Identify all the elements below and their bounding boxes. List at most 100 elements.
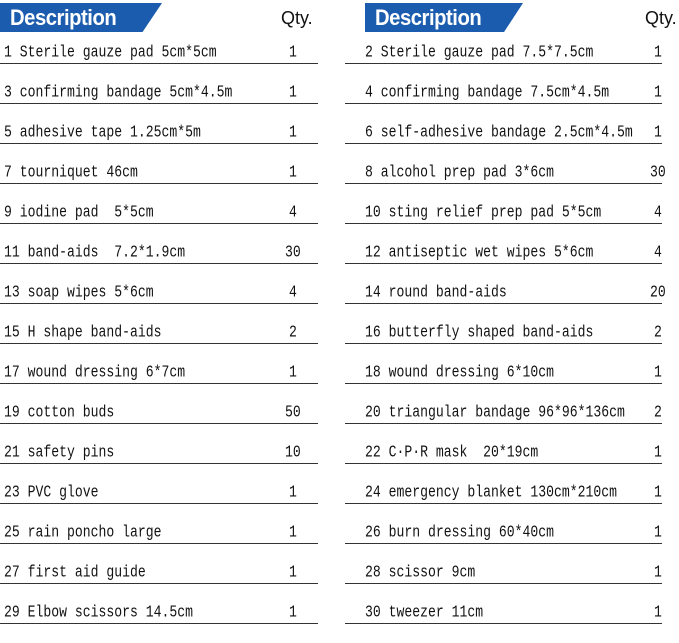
- item-description: 10 sting relief prep pad 5*5cm: [365, 203, 602, 222]
- item-quantity: 1: [654, 83, 662, 102]
- row-divider: [345, 223, 662, 224]
- item-description: 29 Elbow scissors 14.5cm: [4, 603, 193, 622]
- item-quantity: 20: [650, 283, 666, 302]
- item-description: 30 tweezer 11cm: [365, 603, 484, 622]
- item-description: 7 tourniquet 46cm: [4, 163, 138, 182]
- item-quantity: 4: [289, 203, 297, 222]
- table-row: 26 burn dressing 60*40cm 1: [345, 523, 662, 563]
- table-row: 7 tourniquet 46cm 1: [0, 163, 318, 203]
- item-quantity: 1: [289, 163, 297, 182]
- row-divider: [345, 383, 662, 384]
- table-row: 5 adhesive tape 1.25cm*5m 1: [0, 123, 318, 163]
- table-row: 28 scissor 9cm 1: [345, 563, 662, 603]
- table-row: 20 triangular bandage 96*96*136cm 2: [345, 403, 662, 443]
- item-description: 18 wound dressing 6*10cm: [365, 363, 554, 382]
- description-header-right: Description: [365, 3, 523, 32]
- table-row: 1 Sterile gauze pad 5cm*5cm 1: [0, 43, 318, 83]
- item-quantity: 4: [289, 283, 297, 302]
- row-divider: [345, 303, 662, 304]
- row-divider: [0, 503, 318, 504]
- item-quantity: 1: [654, 43, 662, 62]
- table-row: 13 soap wipes 5*6cm 4: [0, 283, 318, 323]
- item-description: 19 cotton buds: [4, 403, 115, 422]
- table-row: 29 Elbow scissors 14.5cm 1: [0, 603, 318, 643]
- item-quantity: 1: [289, 603, 297, 622]
- item-description: 17 wound dressing 6*7cm: [4, 363, 186, 382]
- item-quantity: 2: [654, 403, 662, 422]
- item-quantity: 1: [654, 443, 662, 462]
- row-divider: [0, 343, 318, 344]
- row-divider: [345, 343, 662, 344]
- item-quantity: 1: [289, 123, 297, 142]
- item-description: 5 adhesive tape 1.25cm*5m: [4, 123, 201, 142]
- row-divider: [345, 183, 662, 184]
- description-header-label: Description: [375, 5, 482, 30]
- item-description: 26 burn dressing 60*40cm: [365, 523, 554, 542]
- table-row: 21 safety pins 10: [0, 443, 318, 483]
- item-quantity: 1: [289, 483, 297, 502]
- item-description: 6 self-adhesive bandage 2.5cm*4.5m: [365, 123, 633, 142]
- item-description: 13 soap wipes 5*6cm: [4, 283, 154, 302]
- row-divider: [345, 463, 662, 464]
- item-quantity: 1: [289, 363, 297, 382]
- item-quantity: 1: [654, 123, 662, 142]
- item-description: 3 confirming bandage 5cm*4.5m: [4, 83, 233, 102]
- table-row: 3 confirming bandage 5cm*4.5m 1: [0, 83, 318, 123]
- item-description: 21 safety pins: [4, 443, 115, 462]
- item-description: 27 first aid guide: [4, 563, 146, 582]
- table-row: 11 band-aids 7.2*1.9cm 30: [0, 243, 318, 283]
- item-quantity: 30: [285, 243, 301, 262]
- item-quantity: 1: [289, 83, 297, 102]
- item-description: 22 C·P·R mask 20*19cm: [365, 443, 539, 462]
- item-quantity: 1: [289, 43, 297, 62]
- item-description: 15 H shape band-aids: [4, 323, 162, 342]
- row-divider: [0, 263, 318, 264]
- item-quantity: 10: [285, 443, 301, 462]
- qty-header-right: Qty.: [645, 8, 677, 28]
- table-row: 9 iodine pad 5*5cm 4: [0, 203, 318, 243]
- item-quantity: 1: [654, 523, 662, 542]
- item-quantity: 1: [654, 363, 662, 382]
- row-divider: [345, 63, 662, 64]
- table-row: 22 C·P·R mask 20*19cm 1: [345, 443, 662, 483]
- item-description: 11 band-aids 7.2*1.9cm: [4, 243, 186, 262]
- item-description: 20 triangular bandage 96*96*136cm: [365, 403, 625, 422]
- row-divider: [0, 143, 318, 144]
- item-quantity: 2: [289, 323, 297, 342]
- item-quantity: 1: [289, 563, 297, 582]
- item-description: 9 iodine pad 5*5cm: [4, 203, 154, 222]
- row-divider: [345, 623, 662, 624]
- description-header-left: Description: [0, 3, 162, 32]
- row-divider: [0, 223, 318, 224]
- item-quantity: 1: [654, 603, 662, 622]
- item-description: 12 antiseptic wet wipes 5*6cm: [365, 243, 594, 262]
- item-description: 25 rain poncho large: [4, 523, 162, 542]
- table-row: 30 tweezer 11cm 1: [345, 603, 662, 643]
- row-divider: [0, 63, 318, 64]
- item-description: 8 alcohol prep pad 3*6cm: [365, 163, 554, 182]
- row-divider: [0, 183, 318, 184]
- item-quantity: 1: [654, 483, 662, 502]
- row-divider: [0, 383, 318, 384]
- qty-header-left: Qty.: [281, 8, 313, 28]
- table-row: 6 self-adhesive bandage 2.5cm*4.5m 1: [345, 123, 662, 163]
- item-quantity: 1: [289, 523, 297, 542]
- row-divider: [0, 103, 318, 104]
- item-description: 24 emergency blanket 130cm*210cm: [365, 483, 617, 502]
- item-quantity: 2: [654, 323, 662, 342]
- row-divider: [345, 103, 662, 104]
- item-description: 16 butterfly shaped band-aids: [365, 323, 594, 342]
- table-row: 24 emergency blanket 130cm*210cm 1: [345, 483, 662, 523]
- table-row: 16 butterfly shaped band-aids 2: [345, 323, 662, 363]
- table-row: 10 sting relief prep pad 5*5cm 4: [345, 203, 662, 243]
- description-header-label: Description: [10, 5, 117, 30]
- table-row: 23 PVC glove 1: [0, 483, 318, 523]
- row-divider: [0, 543, 318, 544]
- row-divider: [345, 583, 662, 584]
- table-row: 19 cotton buds 50: [0, 403, 318, 443]
- item-quantity: 4: [654, 243, 662, 262]
- item-quantity: 50: [285, 403, 301, 422]
- item-quantity: 4: [654, 203, 662, 222]
- table-row: 12 antiseptic wet wipes 5*6cm 4: [345, 243, 662, 283]
- table-row: 17 wound dressing 6*7cm 1: [0, 363, 318, 403]
